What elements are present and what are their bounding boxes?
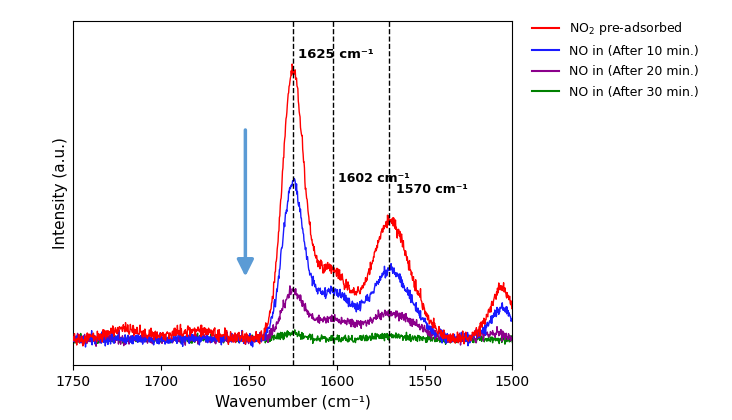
Legend: NO$_2$ pre-adsorbed, NO in (After 10 min.), NO in (After 20 min.), NO in (After : NO$_2$ pre-adsorbed, NO in (After 10 min…	[532, 20, 699, 99]
Y-axis label: Intensity (a.u.): Intensity (a.u.)	[53, 137, 67, 249]
Text: 1602 cm⁻¹: 1602 cm⁻¹	[338, 172, 410, 185]
X-axis label: Wavenumber (cm⁻¹): Wavenumber (cm⁻¹)	[215, 395, 370, 409]
Text: 1570 cm⁻¹: 1570 cm⁻¹	[397, 183, 468, 196]
Text: 1625 cm⁻¹: 1625 cm⁻¹	[298, 48, 374, 61]
